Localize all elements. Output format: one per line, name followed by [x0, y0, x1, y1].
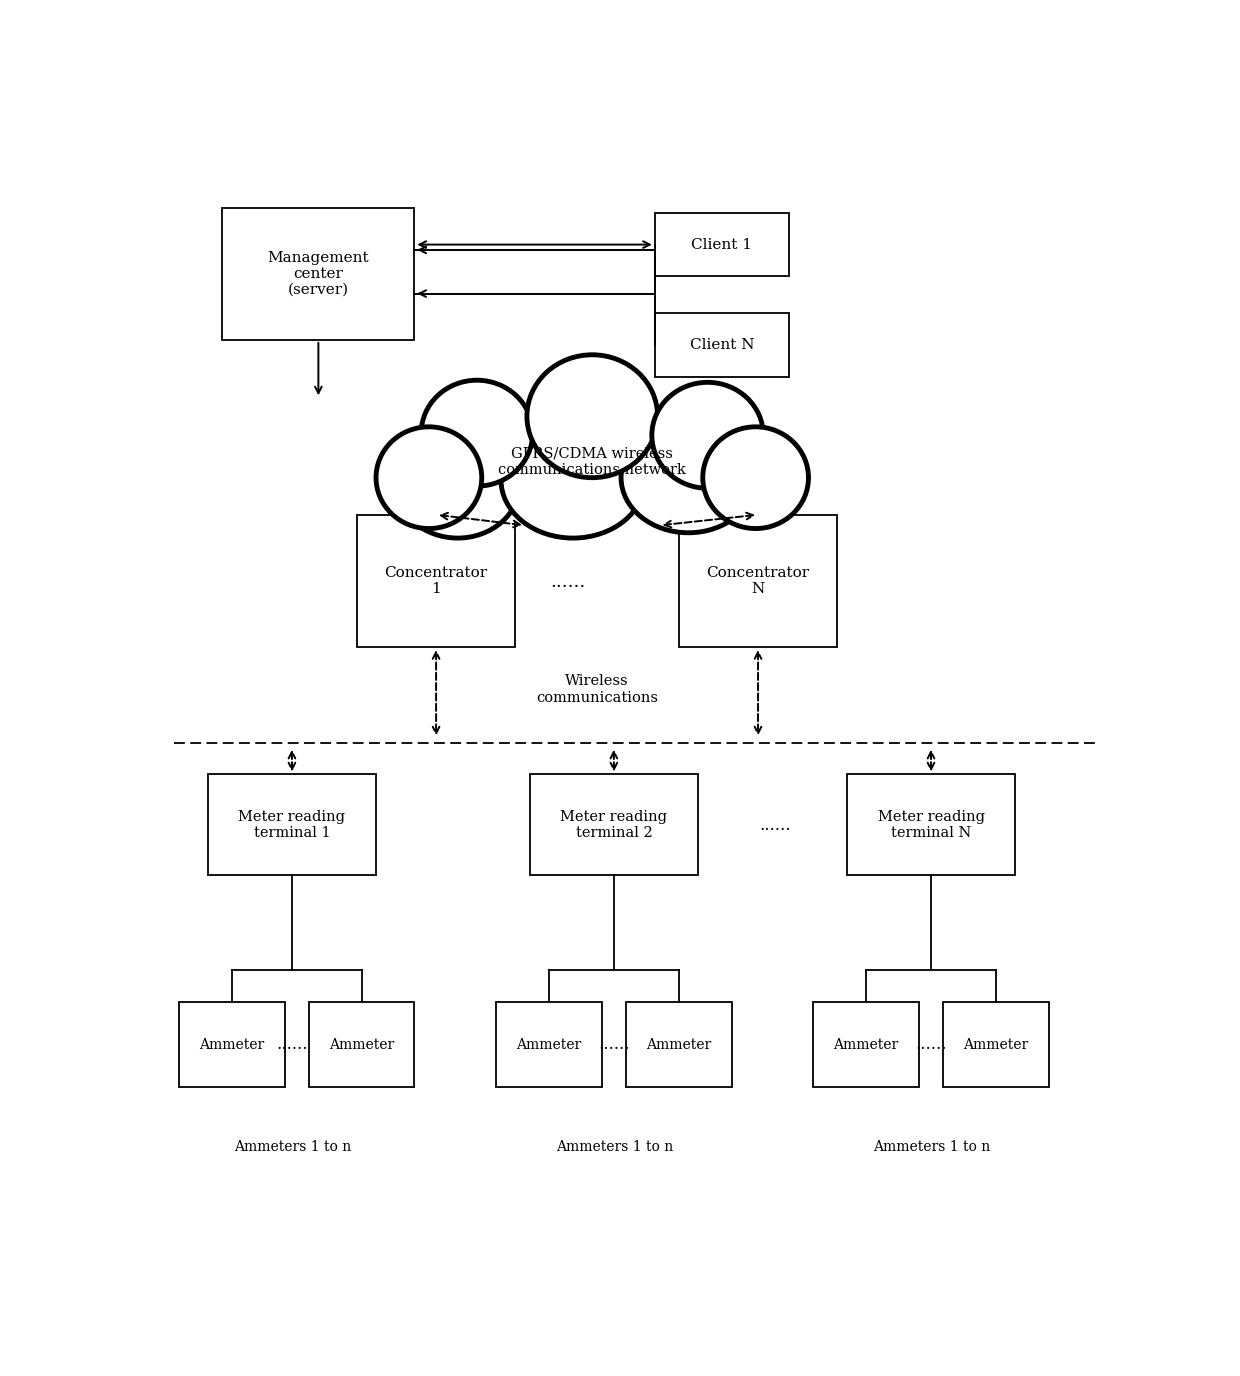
Text: Ammeter: Ammeter: [329, 1038, 394, 1051]
Bar: [626, 1002, 732, 1087]
Text: Ammeters 1 to n: Ammeters 1 to n: [234, 1141, 351, 1154]
Text: Concentrator
1: Concentrator 1: [384, 566, 487, 596]
Text: Management
center
(server): Management center (server): [268, 250, 370, 297]
Bar: [813, 1002, 919, 1087]
Text: Ammeters 1 to n: Ammeters 1 to n: [556, 1141, 673, 1154]
Ellipse shape: [527, 355, 657, 477]
Bar: [496, 1002, 601, 1087]
Ellipse shape: [652, 383, 764, 488]
Text: Meter reading
terminal 2: Meter reading terminal 2: [560, 809, 667, 839]
Bar: [179, 1002, 285, 1087]
Text: Client 1: Client 1: [692, 238, 753, 252]
Text: Concentrator
N: Concentrator N: [707, 566, 810, 596]
Text: Wireless
communications: Wireless communications: [536, 674, 658, 705]
Bar: [678, 515, 837, 647]
Ellipse shape: [703, 427, 808, 528]
Ellipse shape: [621, 422, 755, 533]
Bar: [222, 208, 414, 340]
Bar: [847, 775, 1016, 875]
Ellipse shape: [422, 380, 533, 486]
Text: Meter reading
terminal N: Meter reading terminal N: [878, 809, 985, 839]
Text: Ammeter: Ammeter: [833, 1038, 899, 1051]
Bar: [208, 775, 376, 875]
Text: ......: ......: [915, 1036, 947, 1053]
Ellipse shape: [409, 406, 775, 528]
Text: Ammeter: Ammeter: [516, 1038, 582, 1051]
Ellipse shape: [501, 421, 645, 538]
Text: ......: ......: [759, 817, 791, 834]
Text: Ammeter: Ammeter: [200, 1038, 264, 1051]
Bar: [309, 1002, 414, 1087]
Bar: [942, 1002, 1049, 1087]
Bar: [357, 515, 516, 647]
Ellipse shape: [376, 427, 482, 528]
Bar: [529, 775, 698, 875]
Text: ......: ......: [551, 572, 585, 590]
Text: Ammeter: Ammeter: [963, 1038, 1028, 1051]
Text: ......: ......: [277, 1036, 309, 1053]
Bar: [655, 213, 789, 277]
Text: Ammeters 1 to n: Ammeters 1 to n: [873, 1141, 990, 1154]
Text: Client N: Client N: [689, 338, 754, 352]
Text: ......: ......: [599, 1036, 630, 1053]
Bar: [655, 314, 789, 377]
Text: Meter reading
terminal 1: Meter reading terminal 1: [238, 809, 346, 839]
Ellipse shape: [396, 428, 521, 538]
Text: Ammeter: Ammeter: [646, 1038, 712, 1051]
Text: GPRS/CDMA wireless
communications network: GPRS/CDMA wireless communications networ…: [498, 447, 686, 477]
